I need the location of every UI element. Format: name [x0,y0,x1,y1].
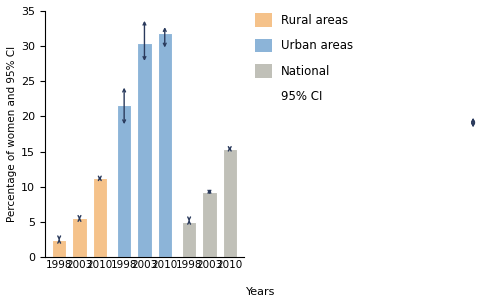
Text: Years: Years [246,287,276,297]
Bar [182,222,196,257]
Bar [222,149,237,257]
Bar [158,34,172,257]
Bar [52,239,66,257]
Bar [92,178,107,257]
Bar [138,43,151,257]
Legend: Rural areas, Urban areas, National, 95% CI: Rural areas, Urban areas, National, 95% … [254,12,354,105]
Y-axis label: Percentage of women and 95% CI: Percentage of women and 95% CI [7,46,17,222]
Bar [117,104,132,257]
Bar [202,192,216,257]
Bar [72,218,86,257]
